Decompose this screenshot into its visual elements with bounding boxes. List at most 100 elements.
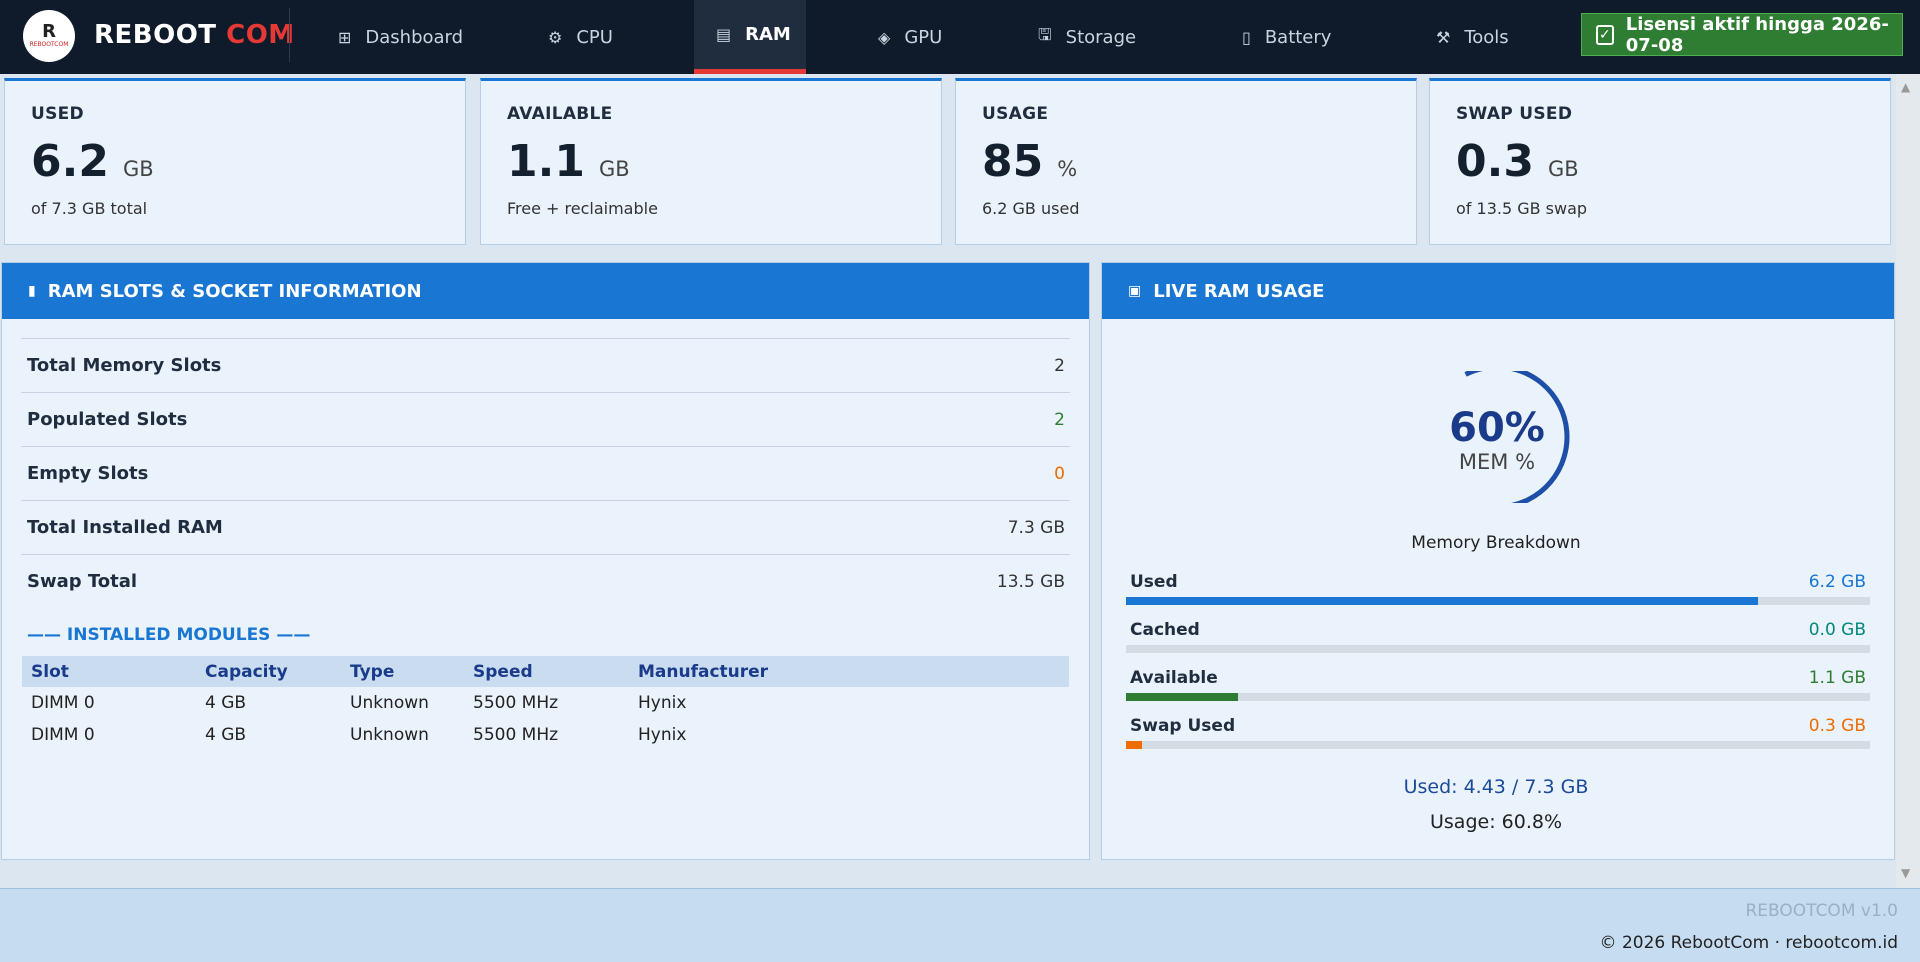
stat-value: 0.3 <box>1456 136 1534 187</box>
stat-subtext: of 7.3 GB total <box>31 199 148 218</box>
tab-label: Storage <box>1065 26 1137 48</box>
table-cell: DIMM 0 <box>31 725 95 745</box>
chip-icon: ▮ <box>28 283 36 299</box>
info-value: 7.3 GB <box>1007 517 1065 538</box>
stat-unit: GB <box>122 157 154 181</box>
stat-card-available: AVAILABLE 1.1 GB Free + reclaimable <box>480 78 942 245</box>
monitor-icon: ▣ <box>1128 283 1142 299</box>
brand-divider <box>289 8 290 62</box>
info-row-empty-slots: Empty Slots 0 <box>21 446 1070 500</box>
bar-fill <box>1126 741 1143 749</box>
bar-value: 1.1 GB <box>1808 668 1866 688</box>
logo-text: REBOOTCOM <box>29 41 69 48</box>
info-value: 13.5 GB <box>996 571 1065 592</box>
info-row-total-ram: Total Installed RAM 7.3 GB <box>21 500 1070 554</box>
column-header: Manufacturer <box>629 656 1069 687</box>
app-logo: R REBOOTCOM <box>23 10 75 62</box>
stat-value: 1.1 <box>507 136 585 187</box>
bar-fill <box>1126 597 1759 605</box>
tab-cpu[interactable]: ⚙ CPU <box>532 0 642 74</box>
info-value: 0 <box>1054 463 1065 484</box>
tab-label: RAM <box>745 24 791 45</box>
ram-slots-panel: ▮ RAM SLOTS & SOCKET INFORMATION <box>1 262 1090 860</box>
bar-label: Swap Used <box>1130 716 1236 736</box>
license-text: Lisensi aktif hingga 2026-07-08 <box>1625 13 1889 56</box>
bar-track <box>1126 693 1870 701</box>
bar-value: 0.0 GB <box>1808 620 1866 640</box>
tab-battery[interactable]: ▯ Battery <box>1228 0 1368 74</box>
table-cell: 5500 MHz <box>473 693 559 713</box>
gauge-ring <box>1424 371 1570 503</box>
checkbox-icon: ✓ <box>1596 24 1614 45</box>
scroll-down-arrow-icon[interactable]: ▼ <box>1901 866 1911 880</box>
info-value: 2 <box>1054 409 1065 430</box>
bar-label: Used <box>1130 572 1178 592</box>
stat-label: USED <box>31 104 84 124</box>
table-row: DIMM 0 4 GB Unknown 5500 MHz Hynix <box>22 687 1069 719</box>
gauge-percent: 60% <box>1449 405 1545 451</box>
modules-table: Slot Capacity Type Speed Manufacturer DI… <box>22 656 1069 751</box>
cpu-icon: ⚙ <box>548 27 563 47</box>
info-row-total-slots: Total Memory Slots 2 <box>21 338 1070 392</box>
top-navigation-bar: R REBOOTCOM REBOOT COM ⊞ Dashboard ⚙ CPU… <box>0 0 1920 74</box>
bar-track <box>1126 597 1870 605</box>
tools-icon: ⚒ <box>1436 27 1451 47</box>
vertical-scrollbar[interactable]: ▲ ▼ <box>1896 74 1920 890</box>
tab-label: Battery <box>1264 26 1332 48</box>
brand-name: REBOOT COM <box>94 20 295 50</box>
gpu-icon: ◈ <box>878 27 891 47</box>
storage-icon: 🖫 <box>1038 24 1052 44</box>
tab-label: Tools <box>1464 26 1509 48</box>
bar-fill <box>1126 693 1238 701</box>
stat-card-swap-used: SWAP USED 0.3 GB of 13.5 GB swap <box>1429 78 1891 245</box>
info-value: 2 <box>1054 355 1065 376</box>
bar-value: 0.3 GB <box>1808 716 1866 736</box>
bar-label: Cached <box>1130 620 1200 640</box>
tab-ram[interactable]: ▤ RAM <box>694 0 806 74</box>
info-key: Total Memory Slots <box>27 355 222 376</box>
gauge-label: MEM % <box>1458 450 1536 474</box>
ram-icon: ▤ <box>716 25 732 44</box>
table-cell: 5500 MHz <box>473 725 559 745</box>
tab-label: GPU <box>904 26 943 48</box>
stat-subtext: of 13.5 GB swap <box>1456 199 1588 218</box>
panel-title: LIVE RAM USAGE <box>1153 280 1325 302</box>
grid-icon: ⊞ <box>338 27 352 47</box>
tab-gpu[interactable]: ◈ GPU <box>862 0 972 74</box>
logo-letter: R <box>42 21 56 42</box>
stat-unit: GB <box>598 157 630 181</box>
memory-used-text: Used: 4.43 / 7.3 GB <box>1403 776 1589 798</box>
tab-tools[interactable]: ⚒ Tools <box>1424 0 1544 74</box>
stat-subtext: 6.2 GB used <box>982 199 1080 218</box>
bar-label: Available <box>1130 668 1218 688</box>
stat-label: AVAILABLE <box>507 104 613 124</box>
table-row: DIMM 0 4 GB Unknown 5500 MHz Hynix <box>22 719 1069 751</box>
memory-usage-text: Usage: 60.8% <box>1430 811 1562 833</box>
info-row-populated-slots: Populated Slots 2 <box>21 392 1070 446</box>
info-key: Empty Slots <box>27 463 149 484</box>
stat-label: SWAP USED <box>1456 104 1573 124</box>
tab-storage[interactable]: 🖫 Storage <box>1024 0 1174 74</box>
tab-dashboard[interactable]: ⊞ Dashboard <box>320 0 470 74</box>
panel-header: ▣ LIVE RAM USAGE <box>1102 263 1894 319</box>
stat-unit: GB <box>1547 157 1579 181</box>
column-header: Capacity <box>196 656 341 687</box>
column-header: Type <box>341 656 464 687</box>
scroll-up-arrow-icon[interactable]: ▲ <box>1901 80 1911 94</box>
stat-value: 85 <box>982 136 1044 187</box>
table-cell: 4 GB <box>205 693 247 713</box>
table-header-row: Slot Capacity Type Speed Manufacturer <box>22 656 1069 687</box>
column-header: Speed <box>464 656 629 687</box>
copyright-text: © 2026 RebootCom · rebootcom.id <box>1599 933 1898 953</box>
brand-main: REBOOT <box>94 20 217 50</box>
stat-subtext: Free + reclaimable <box>507 199 658 218</box>
license-status-badge: ✓ Lisensi aktif hingga 2026-07-08 <box>1581 13 1903 56</box>
info-key: Populated Slots <box>27 409 188 430</box>
table-cell: Hynix <box>638 693 687 713</box>
installed-modules-title: —— INSTALLED MODULES —— <box>27 625 311 645</box>
stat-label: USAGE <box>982 104 1049 124</box>
live-ram-panel: ▣ LIVE RAM USAGE <box>1101 262 1895 860</box>
gauge-fill <box>1424 371 1570 503</box>
column-header: Slot <box>22 656 196 687</box>
breakdown-title: Memory Breakdown <box>1411 533 1581 553</box>
